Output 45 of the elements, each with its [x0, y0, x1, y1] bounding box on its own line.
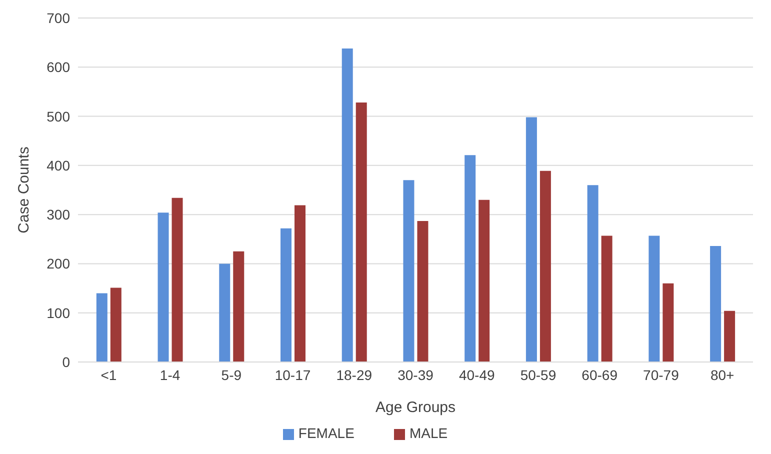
legend-label: MALE: [409, 425, 448, 441]
x-tick-label: 40-49: [458, 366, 495, 383]
bar: [403, 180, 414, 362]
y-tick-label: 100: [46, 304, 70, 321]
x-tick-label: 18-29: [336, 366, 372, 383]
bar: [478, 200, 490, 362]
bar: [662, 283, 674, 362]
y-tick-label: 400: [46, 157, 70, 174]
x-axis-title: Age Groups: [375, 399, 456, 416]
y-tick-label: 0: [62, 354, 70, 370]
bar: [724, 310, 736, 362]
x-tick-label: 50-59: [520, 366, 556, 383]
bar: [172, 198, 183, 362]
y-tick-label: 500: [46, 108, 70, 124]
x-tick-label: 60-69: [582, 366, 618, 383]
bar: [526, 117, 537, 362]
bar: [356, 102, 367, 362]
bar: [219, 264, 230, 362]
bar: [96, 293, 108, 362]
bar: [464, 155, 476, 362]
y-tick-label: 700: [46, 10, 70, 26]
bar: [110, 288, 122, 362]
x-tick-label: 1-4: [160, 366, 180, 383]
y-tick-label: 200: [46, 256, 70, 272]
x-tick-label: 80+: [710, 366, 734, 383]
bar: [587, 185, 598, 362]
y-axis-title: Case Counts: [15, 146, 32, 234]
bar: [233, 251, 244, 362]
y-tick-label: 300: [46, 206, 70, 223]
x-tick-label: <1: [100, 366, 117, 383]
x-tick-label: 30-39: [398, 366, 434, 383]
bar: [540, 170, 551, 362]
x-tick-label: 70-79: [643, 366, 680, 383]
bar: [280, 228, 292, 362]
x-tick-label: 10-17: [274, 366, 311, 383]
bar: [710, 246, 722, 362]
bar: [158, 212, 169, 362]
legend-label: FEMALE: [298, 425, 354, 441]
bar: [648, 236, 660, 362]
x-tick-label: 5-9: [221, 366, 242, 383]
bar: [417, 220, 428, 362]
bar: [601, 236, 612, 362]
bar: [342, 48, 353, 362]
y-tick-label: 600: [46, 59, 70, 76]
bar: [294, 205, 306, 362]
